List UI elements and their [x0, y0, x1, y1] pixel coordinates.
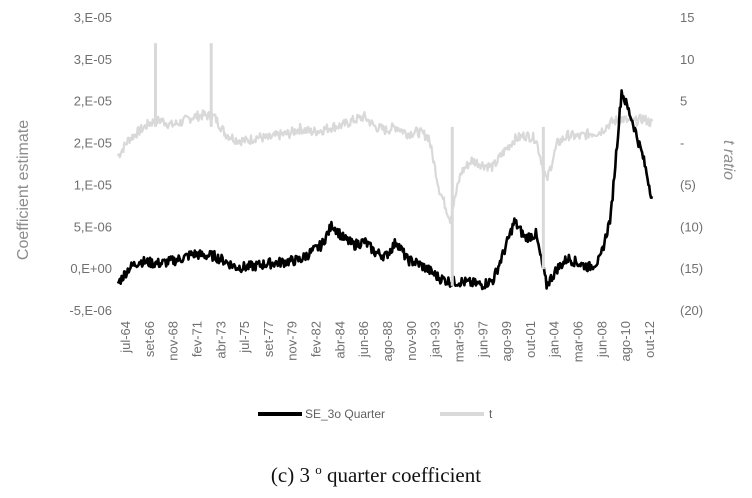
- x-tick-label: jul-64: [118, 321, 133, 354]
- y2-tick-label: (10): [680, 219, 703, 234]
- y2-tick-label: 10: [680, 52, 694, 67]
- y-tick-label: 3,E-05: [74, 52, 112, 67]
- x-tick-label: abr-73: [213, 321, 228, 359]
- series-line-t: [116, 109, 654, 224]
- x-tick-label: fev-71: [189, 321, 204, 357]
- series-layer: [116, 43, 654, 291]
- x-tick-label: jun-08: [594, 321, 609, 358]
- x-tick-label: ago-99: [499, 321, 514, 361]
- chart: 3,E-05 3,E-05 2,E-05 2,E-05 1,E-05 5,E-06 0,E+…: [15, 10, 737, 421]
- x-tick-label: mar-06: [571, 321, 586, 362]
- y2-axis-title: t ratio: [720, 140, 737, 180]
- x-tick-label: set-66: [142, 321, 157, 357]
- x-axis-ticks: jul-64 set-66 nov-68 fev-71 abr-73 jul-75 set-…: [118, 321, 657, 362]
- figure-caption: (c) 3 o quarter coefficient: [0, 462, 752, 488]
- x-tick-label: fev-82: [309, 321, 324, 357]
- caption-rest: quarter coefficient: [326, 463, 482, 487]
- x-tick-label: jan-93: [428, 321, 443, 358]
- y2-axis-ticks: 15 10 5 - (5) (10) (15) (20): [680, 10, 703, 318]
- caption-prefix: (c) 3: [270, 463, 310, 487]
- x-tick-label: nov-90: [404, 321, 419, 361]
- y2-tick-label: (5): [680, 177, 696, 192]
- legend-label-t: t: [489, 407, 493, 421]
- caption-superscript: o: [315, 462, 322, 477]
- legend-label-se: SE_3o Quarter: [305, 407, 385, 421]
- y-axis-ticks: 3,E-05 3,E-05 2,E-05 2,E-05 1,E-05 5,E-06 0,E+…: [69, 10, 112, 318]
- x-tick-label: ago-10: [618, 321, 633, 361]
- y-tick-label: 2,E-05: [74, 136, 112, 151]
- y2-tick-label: 5: [680, 94, 687, 109]
- x-tick-label: nov-79: [285, 321, 300, 361]
- y-tick-label: 1,E-05: [74, 177, 112, 192]
- y-tick-label: -5,E-06: [69, 303, 112, 318]
- x-tick-label: jun-97: [475, 321, 490, 358]
- x-tick-label: abr-84: [332, 321, 347, 359]
- x-tick-label: jul-75: [237, 321, 252, 354]
- x-tick-label: set-77: [261, 321, 276, 357]
- y2-tick-label: 15: [680, 10, 694, 25]
- y-tick-label: 3,E-05: [74, 10, 112, 25]
- y-tick-label: 5,E-06: [74, 219, 112, 234]
- x-tick-label: jun-86: [356, 321, 371, 358]
- y2-tick-label: (15): [680, 261, 703, 276]
- series-line-se: [116, 89, 654, 291]
- y2-tick-label: -: [680, 136, 684, 151]
- x-tick-label: out-01: [523, 321, 538, 358]
- y-tick-label: 2,E-05: [74, 94, 112, 109]
- legend: SE_3o Quarter t: [258, 407, 493, 421]
- y2-tick-label: (20): [680, 303, 703, 318]
- y-axis-title: Coefficient estimate: [15, 120, 32, 260]
- x-tick-label: out-12: [642, 321, 657, 358]
- x-tick-label: mar-95: [451, 321, 466, 362]
- y-tick-label: 0,E+00: [70, 261, 112, 276]
- x-tick-label: ago-88: [380, 321, 395, 361]
- x-tick-label: nov-68: [166, 321, 181, 361]
- x-tick-label: jan-04: [547, 321, 562, 358]
